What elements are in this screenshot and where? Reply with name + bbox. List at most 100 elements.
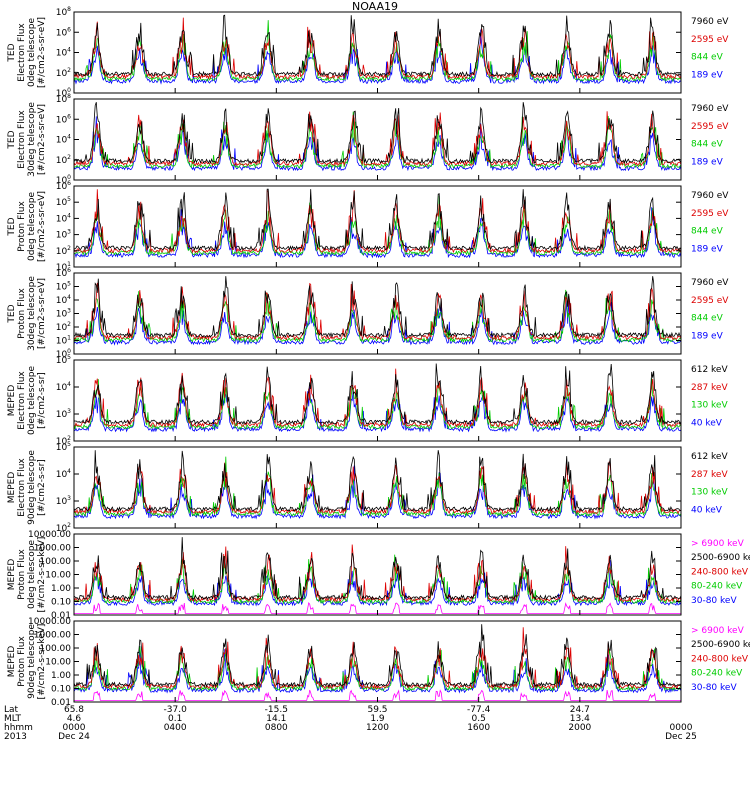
panel-traces: [74, 14, 681, 85]
y-tick-label: 100.00: [40, 557, 72, 567]
y-tick-label: 100: [56, 174, 71, 186]
legend-item: 844 eV: [691, 140, 724, 150]
series-line: [74, 363, 681, 426]
panel-2: 100 102 104 106 108 TEDElectron Flux30deg tel…: [7, 93, 729, 186]
panel-traces: [74, 276, 681, 346]
x-tick-label: 59.5: [367, 705, 387, 715]
y-tick-label: 105: [56, 354, 71, 366]
x-tick-label: -37.0: [164, 705, 188, 715]
y-tick-label: 0.01: [51, 698, 71, 708]
panel-traces: [74, 188, 681, 259]
y-tick-label: 104: [56, 134, 71, 146]
legend-item: 189 eV: [691, 331, 724, 341]
y-tick-label: 100: [56, 87, 71, 99]
y-tick-label: 102: [56, 435, 71, 447]
y-tick-label: 100.00: [40, 644, 72, 654]
y-tick-label: 102: [56, 154, 71, 166]
legend-item: 844 eV: [691, 227, 724, 237]
y-tick-label: 101: [56, 335, 71, 347]
y-tick-label: 10.00: [45, 571, 71, 581]
legend-item: 287 keV: [691, 383, 728, 393]
series-line: [74, 646, 681, 692]
series-line: [74, 368, 681, 428]
series-line: [74, 627, 681, 690]
series-line: [74, 450, 681, 513]
x-tick-label: -77.4: [467, 705, 491, 715]
y-tick-label: 105: [56, 281, 71, 293]
series-line: [74, 14, 681, 78]
legend-item: 7960 eV: [691, 191, 729, 201]
series-line: [74, 461, 681, 515]
y-tick-label: 0.10: [51, 685, 71, 695]
y-tick-label: 103: [56, 308, 71, 320]
panel-traces: [74, 537, 681, 614]
y-tick-label: 105: [56, 196, 71, 208]
x-tick-label: 4.6: [67, 714, 82, 724]
series-line: [74, 102, 681, 165]
x-tick-label: 0800: [265, 723, 288, 733]
panel-traces: [74, 624, 681, 701]
legend-item: 2595 eV: [691, 35, 729, 45]
legend-item: 189 eV: [691, 244, 724, 254]
panel-1: 100 102 104 106 108 TEDElectron Flux0deg tele…: [7, 6, 729, 99]
x-row-label: MLT: [4, 714, 22, 724]
y-tick-label: 106: [56, 26, 71, 38]
y-tick-label: 10.00: [45, 658, 71, 668]
y-axis-label: MEPEDProton Flux0deg telescope[#/cm2-s-s…: [7, 537, 47, 613]
y-tick-label: 103: [56, 229, 71, 241]
x-tick-label: 65.8: [64, 705, 84, 715]
x-tick-label: 1200: [366, 723, 389, 733]
series-line: [74, 189, 681, 254]
legend-item: 130 keV: [691, 488, 728, 498]
series-line: [74, 188, 681, 252]
x-tick-label: 13.4: [570, 714, 590, 724]
y-tick-label: 0.01: [51, 611, 71, 621]
x-tick-label: 1600: [467, 723, 490, 733]
y-tick-label: 1.00: [51, 584, 71, 594]
y-tick-label: 0.10: [51, 598, 71, 608]
y-tick-label: 103: [56, 408, 71, 420]
y-tick-label: 102: [56, 522, 71, 534]
x-tick-label: -15.5: [265, 705, 288, 715]
series-line: [74, 544, 681, 603]
legend-item: 2595 eV: [691, 296, 729, 306]
panel-traces: [74, 102, 681, 172]
panel-7: 0.01 0.10 1.00 10.00 100.00 1000.00 10000.00ME…: [7, 530, 750, 621]
x-tick-label: 0400: [164, 723, 187, 733]
x-row-label: Lat: [4, 705, 19, 715]
legend-item: 189 eV: [691, 70, 724, 80]
y-tick-label: 1000.00: [34, 631, 71, 641]
legend-item: 844 eV: [691, 53, 724, 63]
legend-item: > 6900 keV: [691, 626, 745, 636]
legend-item: 2595 eV: [691, 209, 729, 219]
y-tick-label: 108: [56, 93, 71, 105]
x-row-label: 2013: [4, 732, 27, 742]
panel-traces: [74, 363, 681, 433]
y-axis-label: TEDProton Flux0deg telescope[#/cm2-s-sr-…: [7, 191, 47, 262]
series-line: [74, 116, 681, 172]
legend-item: 612 keV: [691, 365, 728, 375]
y-tick-label: 1000.00: [34, 544, 71, 554]
legend-item: 2500-6900 keV: [691, 640, 750, 650]
y-tick-label: 104: [56, 212, 71, 224]
legend-item: 2595 eV: [691, 122, 729, 132]
legend-item: 40 keV: [691, 505, 723, 515]
series-line: [74, 465, 681, 520]
y-axis-label: MEPEDElectron Flux90deg telescope[#/cm2-…: [7, 450, 47, 525]
y-tick-label: 108: [56, 6, 71, 18]
series-line: [74, 276, 681, 339]
y-tick-label: 102: [56, 67, 71, 79]
legend-item: 287 keV: [691, 470, 728, 480]
y-axis-label: TEDProton Flux30deg telescope[#/cm2-s-sr…: [7, 276, 47, 351]
y-tick-label: 106: [56, 267, 71, 279]
x-tick-label: Dec 25: [665, 732, 697, 742]
y-tick-label: 10000.00: [28, 530, 71, 540]
x-tick-label: 1.9: [370, 714, 385, 724]
x-tick-label: 0.5: [472, 714, 486, 724]
legend-item: > 6900 keV: [691, 539, 745, 549]
series-line: [74, 554, 681, 605]
legend-item: 40 keV: [691, 418, 723, 428]
legend-item: 7960 eV: [691, 278, 729, 288]
